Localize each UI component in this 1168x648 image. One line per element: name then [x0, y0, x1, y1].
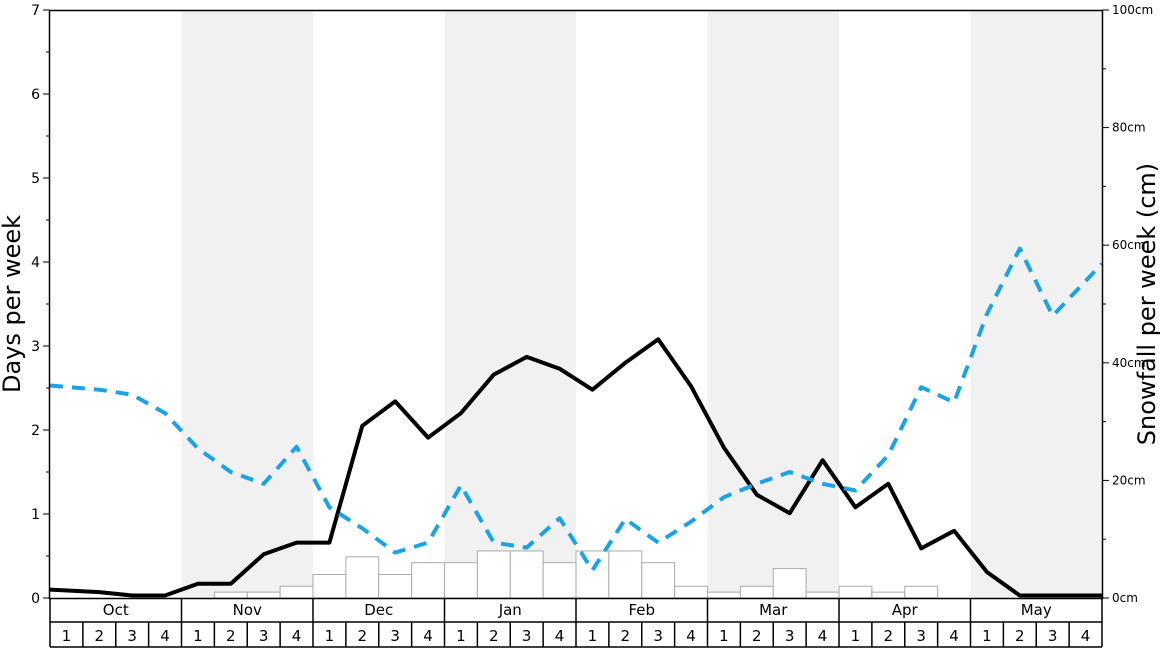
month-band-nov — [181, 10, 313, 598]
week-label: 2 — [489, 627, 499, 645]
week-label: 3 — [916, 627, 926, 645]
snowfall-bar — [509, 550, 544, 599]
right-tick-label: 20cm — [1112, 473, 1146, 487]
week-label: 2 — [621, 627, 631, 645]
week-label: 4 — [292, 627, 302, 645]
snowfall-bar — [575, 550, 610, 599]
week-label: 2 — [95, 627, 105, 645]
snowfall-bar — [542, 562, 577, 599]
x-axis-table: Oct Nov Dec Jan Feb Mar Apr May 1 2 3 4 1 2 3 4 1 2 3 4 1 2 3 4… — [49, 598, 1103, 648]
solid-series-line — [49, 337, 1102, 598]
y-left-label: Days per week — [0, 215, 26, 393]
left-tick-label: 3 — [31, 339, 40, 355]
snowfall-bar — [707, 591, 741, 599]
left-tick-label: 7 — [31, 3, 40, 19]
snowfall-bar — [444, 562, 478, 599]
snowfall-bar — [805, 591, 840, 599]
left-axis: 0 1 2 3 4 5 6 7 — [31, 3, 50, 607]
week-label: 2 — [1015, 627, 1025, 645]
snowfall-bar — [608, 550, 643, 599]
left-tick-label: 0 — [31, 591, 40, 607]
month-bands — [181, 10, 1102, 598]
week-label: 4 — [949, 627, 959, 645]
week-label: 1 — [62, 627, 72, 645]
right-tick-label: 0cm — [1112, 591, 1138, 605]
week-label: 2 — [752, 627, 762, 645]
week-label: 1 — [588, 627, 598, 645]
week-label: 3 — [390, 627, 400, 645]
y-right-label: Snowfall per week (cm) — [1133, 163, 1161, 445]
month-label: Feb — [628, 601, 655, 619]
month-label: Oct — [103, 601, 129, 619]
snowfall-bar — [871, 591, 906, 599]
month-label: Mar — [759, 601, 788, 619]
week-label: 4 — [555, 627, 565, 645]
snowfall-bar — [904, 585, 939, 599]
month-band-may — [970, 10, 1102, 598]
left-tick-label: 5 — [31, 171, 40, 187]
left-tick-label: 1 — [31, 507, 40, 523]
week-label: 2 — [884, 627, 894, 645]
snowfall-bar — [739, 585, 774, 599]
week-label: 1 — [851, 627, 861, 645]
right-tick-label: 100cm — [1112, 3, 1153, 17]
month-label: Jan — [498, 601, 522, 619]
right-tick-label: 80cm — [1112, 121, 1146, 135]
left-tick-label: 6 — [31, 87, 40, 103]
week-label: 1 — [719, 627, 729, 645]
month-label: Apr — [892, 601, 919, 619]
week-label: 4 — [423, 627, 433, 645]
snowfall-bar — [772, 568, 807, 599]
week-label: 3 — [522, 627, 532, 645]
week-label: 1 — [325, 627, 335, 645]
week-label: 3 — [1048, 627, 1058, 645]
snowfall-bar — [838, 585, 873, 599]
snowfall-bar — [246, 591, 281, 599]
snowfall-bar — [213, 591, 248, 599]
dashed-series-line — [49, 246, 1104, 573]
week-label: 4 — [818, 627, 828, 645]
week-label: 3 — [127, 627, 137, 645]
week-label: 1 — [193, 627, 203, 645]
week-label: 3 — [785, 627, 795, 645]
week-label: 2 — [226, 627, 236, 645]
snowfall-bar — [279, 585, 314, 599]
left-tick-label: 2 — [31, 423, 40, 439]
month-label: Nov — [233, 601, 262, 619]
left-tick-label: 4 — [31, 255, 40, 271]
week-label: 4 — [1081, 627, 1091, 645]
week-label: 1 — [456, 627, 466, 645]
week-label: 4 — [686, 627, 696, 645]
week-label: 4 — [160, 627, 170, 645]
right-tick-label: 40cm — [1112, 356, 1146, 370]
month-band-mar — [707, 10, 839, 598]
snowfall-bars — [213, 550, 939, 599]
snowfall-bar — [641, 562, 676, 599]
month-label: Dec — [364, 601, 393, 619]
week-label: 2 — [358, 627, 368, 645]
week-label: 3 — [259, 627, 269, 645]
month-band-jan — [444, 10, 576, 598]
series-lines — [49, 246, 1104, 598]
right-tick-label: 60cm — [1112, 238, 1146, 252]
week-label: 1 — [982, 627, 992, 645]
snowfall-bar — [345, 556, 380, 599]
snowfall-bar — [411, 562, 445, 599]
right-axis: 0cm 20cm 40cm 60cm 80cm 100cm — [1102, 3, 1153, 605]
snowfall-bar — [312, 573, 347, 599]
month-label: May — [1021, 601, 1052, 619]
week-label: 3 — [653, 627, 663, 645]
snowfall-bar — [476, 550, 511, 599]
snowfall-bar — [674, 585, 708, 599]
snowfall-bar — [378, 573, 413, 599]
